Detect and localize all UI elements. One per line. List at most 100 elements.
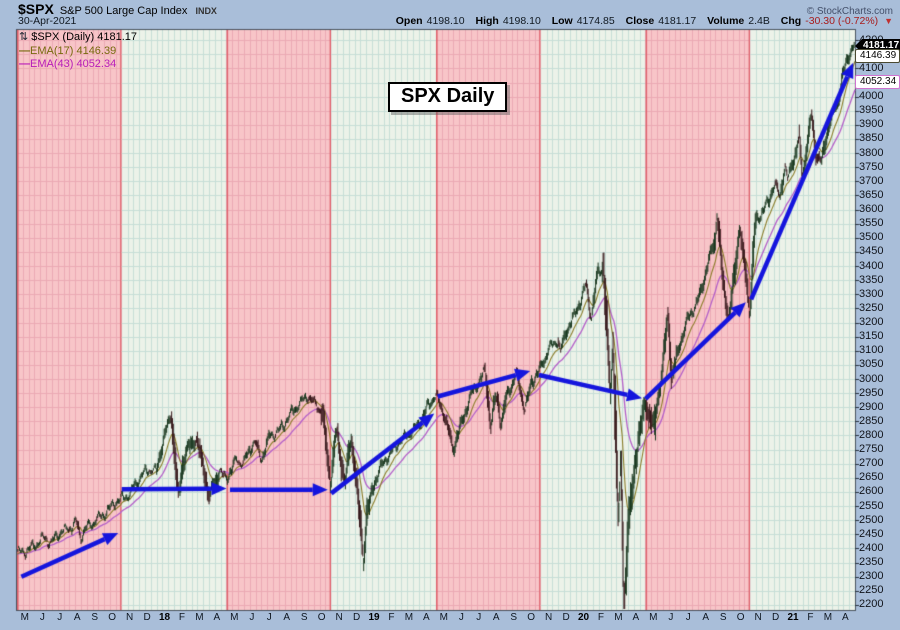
- y-axis-label: 2450: [859, 527, 884, 540]
- y-axis-label: 2400: [859, 541, 884, 554]
- symbol-full-name: S&P 500 Large Cap Index: [59, 5, 188, 17]
- x-axis-month-label: A: [492, 612, 500, 623]
- chart-date: 30-Apr-2021: [18, 15, 77, 27]
- chart-legend: ⇅ $SPX (Daily) 4181.17 —EMA(17) 4146.39 —…: [19, 31, 137, 72]
- x-axis-year-label: 19: [368, 612, 380, 623]
- x-axis-month-label: D: [143, 612, 151, 623]
- chg-label: Chg: [780, 15, 802, 27]
- x-axis-month-label: N: [754, 612, 762, 623]
- y-axis-label: 3650: [859, 188, 884, 201]
- x-axis-month-label: N: [125, 612, 134, 623]
- y-axis-label: 3700: [859, 174, 884, 187]
- high-label: High: [475, 15, 499, 27]
- y-axis-label: 3050: [859, 358, 884, 371]
- y-axis-label: 3550: [859, 217, 884, 230]
- x-axis-month-label: O: [527, 612, 536, 623]
- x-axis-year-label: 18: [158, 612, 171, 623]
- legend-main-label: $SPX (Daily) 4181.17: [31, 31, 137, 43]
- volume-label: Volume: [707, 15, 745, 27]
- legend-main-series: ⇅ $SPX (Daily) 4181.17: [19, 31, 137, 45]
- x-axis-month-label: O: [317, 612, 326, 623]
- x-axis-month-label: S: [719, 612, 727, 623]
- y-axis-label: 3800: [859, 146, 884, 159]
- stockcharts-copyright: © StockCharts.com: [806, 6, 893, 17]
- y-axis-label: 2800: [859, 428, 884, 441]
- volume-value: 2.4B: [748, 15, 770, 27]
- x-axis-month-label: M: [20, 612, 30, 623]
- legend-ema17: —EMA(17) 4146.39: [19, 45, 137, 59]
- legend-ema43-label: EMA(43) 4052.34: [30, 58, 117, 70]
- x-axis-month-label: M: [614, 612, 623, 623]
- x-axis-month-label: M: [230, 612, 239, 623]
- chg-down-triangle-icon[interactable]: ▼: [884, 16, 893, 26]
- y-axis-label: 2900: [859, 400, 884, 413]
- y-axis-label: 3350: [859, 273, 884, 286]
- x-axis-month-label: M: [823, 612, 833, 623]
- x-axis-month-label: F: [388, 612, 395, 623]
- x-axis-month-label: A: [423, 612, 430, 623]
- updown-arrows-icon: ⇅: [19, 31, 29, 43]
- x-axis-month-label: A: [213, 612, 221, 623]
- y-axis-label: 3250: [859, 301, 884, 314]
- x-axis-month-label: J: [685, 612, 691, 623]
- y-axis-label: 2250: [859, 584, 884, 597]
- x-axis-month-label: M: [195, 612, 204, 623]
- x-axis-month-label: M: [649, 612, 658, 623]
- ema17-price-box: 4146.39: [855, 49, 900, 63]
- low-value: 4174.85: [576, 15, 615, 27]
- x-axis-month-label: J: [57, 612, 63, 623]
- header-row-quote: 30-Apr-2021 Open 4198.10 High 4198.10 Low 4…: [18, 15, 893, 28]
- x-axis-month-label: A: [842, 612, 849, 623]
- y-axis-label: 4100: [859, 61, 884, 74]
- y-axis-label: 3850: [859, 132, 884, 145]
- x-axis-month-label: J: [266, 612, 272, 623]
- x-axis-month-label: F: [807, 612, 814, 623]
- x-axis-month-label: A: [702, 612, 710, 623]
- x-axis-year-label: 21: [787, 612, 799, 623]
- chg-value: -30.30 (-0.72%): [805, 15, 879, 27]
- x-axis-month-label: O: [736, 612, 745, 623]
- open-value: 4198.10: [426, 15, 465, 27]
- x-axis-month-label: N: [335, 612, 343, 623]
- y-axis-label: 3900: [859, 118, 884, 131]
- ticker-symbol: $SPX: [18, 1, 54, 17]
- spx-daily-annotation-box: SPX Daily: [388, 82, 508, 112]
- open-label: Open: [395, 15, 423, 27]
- y-axis-label: 3600: [859, 203, 884, 216]
- close-label: Close: [625, 15, 655, 27]
- x-axis-month-label: D: [562, 612, 570, 623]
- x-axis-month-label: J: [476, 612, 482, 623]
- x-axis-month-label: N: [544, 612, 553, 623]
- y-axis-label: 2550: [859, 499, 884, 512]
- y-axis-label: 2750: [859, 443, 884, 456]
- y-axis-label: 3950: [859, 104, 884, 117]
- y-axis-label: 3150: [859, 330, 884, 343]
- x-axis-month-label: A: [632, 612, 640, 623]
- x-axis-month-label: S: [300, 612, 308, 623]
- y-axis-label: 2650: [859, 471, 884, 484]
- quote-strip: Open 4198.10 High 4198.10 Low 4174.85 Close…: [388, 15, 893, 27]
- y-axis-label: 4000: [859, 90, 884, 103]
- x-axis-month-label: J: [39, 612, 45, 623]
- x-axis-month-label: F: [597, 612, 605, 623]
- high-value: 4198.10: [502, 15, 541, 27]
- low-label: Low: [551, 15, 573, 27]
- x-axis-month-label: S: [510, 612, 518, 623]
- y-axis-label: 3100: [859, 344, 884, 357]
- y-axis-label: 2600: [859, 485, 884, 498]
- y-axis-label: 2200: [859, 598, 884, 611]
- y-axis-label: 2300: [859, 570, 884, 583]
- close-value: 4181.17: [658, 15, 697, 27]
- y-axis-label: 3000: [859, 372, 884, 385]
- exchange-tag: INDX: [195, 6, 217, 16]
- legend-ema17-label: EMA(17) 4146.39: [30, 44, 117, 57]
- header-row-title: $SPX S&P 500 Large Cap Index INDX © Stoc…: [18, 1, 893, 17]
- y-axis-label: 2700: [859, 457, 884, 470]
- x-axis-month-label: J: [668, 612, 674, 623]
- x-axis-month-label: M: [439, 612, 449, 623]
- y-axis-label: 2850: [859, 414, 884, 427]
- y-axis-label: 3200: [859, 316, 884, 329]
- ema17-line-swatch-icon: —: [19, 44, 30, 57]
- x-axis-month-label: A: [283, 612, 291, 623]
